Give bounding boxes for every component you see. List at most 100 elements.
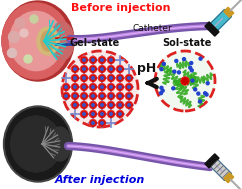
- Circle shape: [71, 84, 78, 91]
- Circle shape: [110, 104, 112, 106]
- Circle shape: [101, 113, 103, 115]
- Polygon shape: [205, 154, 219, 168]
- Circle shape: [30, 15, 38, 23]
- Circle shape: [90, 84, 97, 91]
- Circle shape: [81, 84, 88, 91]
- Text: Sol-state: Sol-state: [162, 38, 212, 48]
- Circle shape: [92, 122, 94, 124]
- Circle shape: [81, 101, 88, 108]
- Polygon shape: [224, 173, 234, 183]
- Circle shape: [126, 101, 133, 108]
- Circle shape: [128, 104, 130, 106]
- Circle shape: [190, 69, 193, 72]
- Text: Gel-state: Gel-state: [70, 38, 120, 48]
- Circle shape: [15, 18, 25, 28]
- Circle shape: [194, 88, 197, 91]
- Polygon shape: [208, 9, 232, 33]
- Circle shape: [107, 74, 114, 81]
- Circle shape: [110, 95, 112, 97]
- Circle shape: [92, 86, 94, 88]
- Circle shape: [62, 84, 69, 91]
- Text: Catheter: Catheter: [132, 24, 172, 33]
- Text: After injection: After injection: [55, 175, 145, 185]
- Circle shape: [110, 59, 112, 61]
- Circle shape: [98, 92, 106, 99]
- Circle shape: [173, 70, 176, 73]
- Circle shape: [116, 74, 123, 81]
- Circle shape: [101, 104, 103, 106]
- Circle shape: [191, 79, 194, 82]
- Circle shape: [83, 113, 85, 115]
- Circle shape: [107, 66, 114, 73]
- Circle shape: [119, 95, 121, 97]
- Circle shape: [126, 92, 133, 99]
- Circle shape: [83, 95, 85, 97]
- Circle shape: [101, 86, 103, 88]
- Circle shape: [172, 87, 175, 90]
- Circle shape: [92, 68, 94, 70]
- Circle shape: [92, 95, 94, 97]
- Circle shape: [116, 66, 123, 73]
- Circle shape: [90, 111, 97, 118]
- Circle shape: [205, 93, 208, 96]
- Circle shape: [90, 74, 97, 81]
- Circle shape: [83, 59, 85, 61]
- Polygon shape: [224, 7, 234, 17]
- Circle shape: [182, 58, 186, 61]
- Circle shape: [107, 57, 114, 64]
- Circle shape: [181, 77, 189, 85]
- Circle shape: [98, 119, 106, 126]
- Circle shape: [101, 68, 103, 70]
- Ellipse shape: [6, 108, 70, 180]
- Circle shape: [160, 86, 163, 89]
- Circle shape: [116, 84, 123, 91]
- Circle shape: [110, 68, 112, 70]
- Ellipse shape: [49, 127, 71, 161]
- Circle shape: [119, 113, 121, 115]
- Circle shape: [65, 86, 67, 88]
- Text: pH: pH: [137, 62, 156, 75]
- Circle shape: [177, 71, 180, 74]
- Circle shape: [65, 95, 67, 97]
- Circle shape: [92, 59, 94, 61]
- Circle shape: [107, 111, 114, 118]
- Circle shape: [126, 84, 133, 91]
- Circle shape: [98, 111, 106, 118]
- Ellipse shape: [50, 22, 74, 60]
- Circle shape: [190, 62, 193, 65]
- Circle shape: [161, 89, 164, 92]
- Circle shape: [71, 66, 78, 73]
- Circle shape: [98, 66, 106, 73]
- Ellipse shape: [11, 116, 61, 172]
- Circle shape: [90, 57, 97, 64]
- Circle shape: [189, 66, 192, 69]
- Circle shape: [98, 74, 106, 81]
- Circle shape: [107, 84, 114, 91]
- Circle shape: [98, 101, 106, 108]
- Circle shape: [81, 92, 88, 99]
- Circle shape: [71, 74, 78, 81]
- Circle shape: [197, 92, 200, 95]
- Polygon shape: [205, 22, 219, 36]
- Circle shape: [110, 86, 112, 88]
- Circle shape: [24, 55, 32, 63]
- Circle shape: [92, 104, 94, 106]
- Circle shape: [101, 95, 103, 97]
- Circle shape: [199, 57, 202, 60]
- Circle shape: [8, 49, 16, 57]
- Circle shape: [128, 95, 130, 97]
- Ellipse shape: [9, 11, 62, 71]
- Circle shape: [83, 77, 85, 79]
- Circle shape: [128, 77, 130, 79]
- Circle shape: [83, 86, 85, 88]
- Circle shape: [71, 101, 78, 108]
- Circle shape: [128, 86, 130, 88]
- Circle shape: [119, 104, 121, 106]
- Circle shape: [204, 92, 207, 95]
- Circle shape: [8, 32, 20, 43]
- Circle shape: [198, 100, 202, 103]
- Circle shape: [62, 92, 69, 99]
- Circle shape: [81, 66, 88, 73]
- Circle shape: [74, 86, 76, 88]
- Polygon shape: [208, 157, 232, 181]
